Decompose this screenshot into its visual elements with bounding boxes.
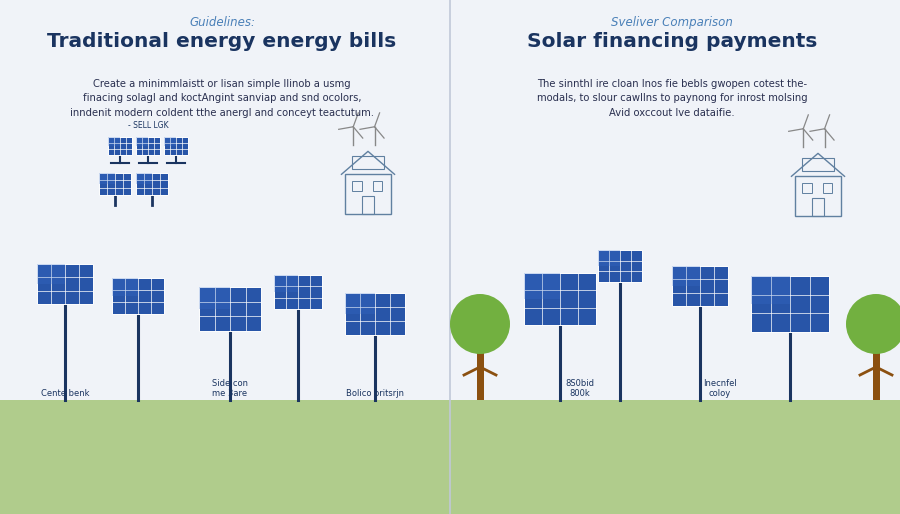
Text: Traditional energy energy bills: Traditional energy energy bills <box>48 32 397 51</box>
Circle shape <box>846 294 900 354</box>
Bar <box>476 350 483 400</box>
Bar <box>108 137 120 146</box>
Bar <box>99 173 115 184</box>
Bar <box>136 173 168 195</box>
Bar <box>199 287 261 331</box>
Text: - SELL LGK: - SELL LGK <box>128 121 168 130</box>
Bar <box>164 137 176 146</box>
Bar <box>274 275 298 292</box>
Bar <box>751 276 790 304</box>
Bar <box>802 158 834 171</box>
Text: 8S0bid
800k: 8S0bid 800k <box>565 379 595 398</box>
Text: Sveliver Comparison: Sveliver Comparison <box>611 16 733 29</box>
Bar <box>524 273 596 325</box>
Bar <box>352 156 384 170</box>
Bar <box>345 293 375 314</box>
Bar <box>0 400 900 514</box>
Bar <box>99 173 131 195</box>
Bar <box>672 266 728 306</box>
Text: Solar financing payments: Solar financing payments <box>526 32 817 51</box>
Bar <box>199 287 230 309</box>
Bar <box>136 137 160 155</box>
Bar <box>363 196 374 214</box>
Bar <box>345 293 405 335</box>
Bar <box>112 278 138 296</box>
Bar <box>373 181 382 191</box>
Text: Create a minimmlaistt or lisan simple Ilinob a usmg
finacing solagl and koctAngi: Create a minimmlaistt or lisan simple Il… <box>70 79 374 118</box>
Bar <box>823 183 832 193</box>
Bar <box>796 176 841 216</box>
Bar <box>164 137 188 155</box>
Bar <box>802 183 812 193</box>
Text: Guidelines:: Guidelines: <box>189 16 255 29</box>
Bar <box>672 266 700 286</box>
Bar <box>136 173 152 184</box>
Circle shape <box>450 294 510 354</box>
Text: Inecnfel
coloy: Inecnfel coloy <box>703 379 737 398</box>
Bar <box>112 278 164 314</box>
Bar <box>751 276 829 332</box>
Bar <box>37 264 93 304</box>
Bar <box>136 137 148 146</box>
Bar <box>108 137 132 155</box>
Bar <box>524 273 560 299</box>
Bar <box>352 181 362 191</box>
Bar <box>598 250 642 282</box>
Bar <box>598 250 620 266</box>
Bar <box>346 174 391 214</box>
Text: Side con
me 3are: Side con me 3are <box>212 379 248 398</box>
Text: Bolico oritsrjn: Bolico oritsrjn <box>346 389 404 398</box>
Text: Cente benk: Cente benk <box>40 389 89 398</box>
Bar <box>813 198 824 216</box>
Text: The sinnthl ire cloan Inos fie bebls gwopen cotest the-
modals, to slour cawllns: The sinnthl ire cloan Inos fie bebls gwo… <box>536 79 807 118</box>
Bar <box>37 264 65 284</box>
Bar <box>274 275 322 309</box>
Bar <box>872 350 879 400</box>
